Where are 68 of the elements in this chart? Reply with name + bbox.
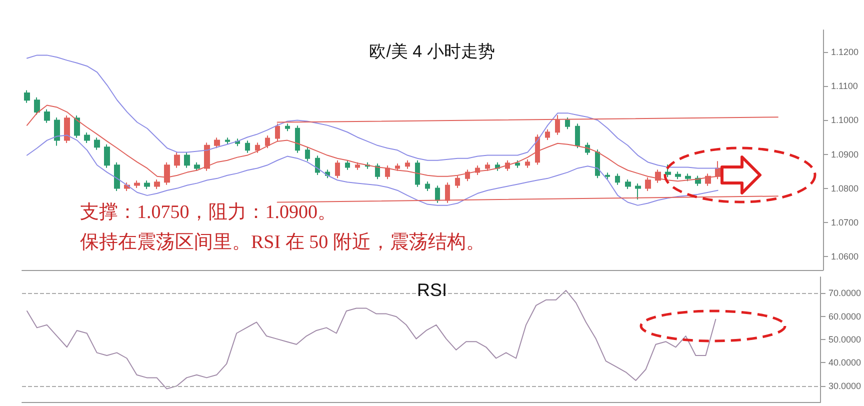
chart-title: RSI bbox=[416, 280, 448, 300]
candlestick bbox=[315, 155, 320, 176]
candlestick bbox=[415, 160, 420, 188]
candlestick bbox=[535, 134, 540, 166]
candlestick bbox=[305, 146, 310, 162]
candlestick bbox=[435, 185, 440, 204]
candlestick bbox=[395, 162, 400, 172]
y-tick-label: 50.0000 bbox=[828, 334, 862, 344]
candlestick bbox=[595, 148, 600, 179]
candlestick bbox=[225, 137, 230, 145]
candlestick bbox=[615, 173, 620, 186]
candlestick bbox=[685, 173, 691, 182]
candlestick bbox=[64, 114, 70, 144]
candlestick bbox=[545, 128, 550, 140]
candlestick bbox=[285, 123, 290, 132]
candlestick bbox=[245, 140, 250, 154]
candlestick bbox=[144, 180, 150, 190]
y-tick-label: 60.0000 bbox=[828, 311, 862, 322]
candlestick bbox=[295, 125, 300, 154]
candlestick bbox=[635, 183, 641, 200]
candlestick bbox=[525, 158, 530, 168]
candlestick bbox=[575, 123, 580, 149]
candlestick bbox=[174, 152, 180, 168]
y-tick-label: 70.0000 bbox=[828, 288, 862, 298]
candlestick bbox=[515, 160, 520, 168]
candlestick bbox=[94, 137, 100, 150]
candlestick bbox=[84, 132, 90, 144]
candlestick bbox=[375, 162, 380, 180]
candlestick bbox=[74, 114, 80, 138]
candlestick bbox=[565, 116, 570, 130]
candlestick bbox=[665, 164, 671, 178]
y-tick-label: 1.0600 bbox=[831, 251, 859, 262]
candlestick bbox=[335, 160, 340, 179]
candlestick bbox=[184, 152, 190, 168]
candlestick bbox=[54, 116, 60, 146]
candlestick bbox=[505, 160, 510, 172]
candlestick bbox=[485, 162, 490, 172]
candlestick bbox=[675, 171, 681, 180]
candlestick bbox=[405, 160, 410, 170]
annotation: 保持在震荡区间里。RSI 在 50 附近，震荡结构。 bbox=[80, 232, 485, 253]
y-tick-label: 1.0900 bbox=[831, 149, 859, 160]
candlestick bbox=[255, 142, 260, 154]
y-tick-label: 1.1100 bbox=[831, 81, 858, 92]
candlestick bbox=[625, 178, 631, 190]
candlestick bbox=[265, 135, 270, 149]
candlestick bbox=[194, 162, 200, 172]
candlestick bbox=[34, 96, 40, 116]
text: 欧/美 4 小时走势 bbox=[369, 42, 495, 61]
candlestick bbox=[475, 164, 480, 176]
annotation: 支撑：1.0750，阻力：1.0900。 bbox=[80, 202, 336, 223]
candlestick bbox=[24, 90, 30, 104]
y-tick-label: 40.0000 bbox=[828, 358, 862, 368]
y-tick-label: 1.1200 bbox=[831, 47, 859, 58]
y-tick-label: 1.1000 bbox=[831, 115, 859, 126]
y-tick-label: 1.0800 bbox=[831, 183, 859, 194]
candlestick bbox=[134, 180, 140, 188]
candlestick bbox=[154, 178, 160, 190]
y-tick-label: 30.0000 bbox=[828, 380, 862, 391]
candlestick bbox=[605, 172, 610, 180]
candlestick bbox=[44, 108, 50, 124]
candlestick bbox=[114, 162, 120, 192]
candlestick bbox=[214, 137, 220, 149]
candlestick bbox=[104, 144, 110, 168]
candlestick bbox=[345, 160, 350, 170]
candlestick bbox=[355, 162, 360, 170]
y-tick-label: 1.0700 bbox=[831, 217, 859, 228]
candlestick bbox=[425, 180, 430, 192]
candlestick bbox=[204, 142, 210, 172]
